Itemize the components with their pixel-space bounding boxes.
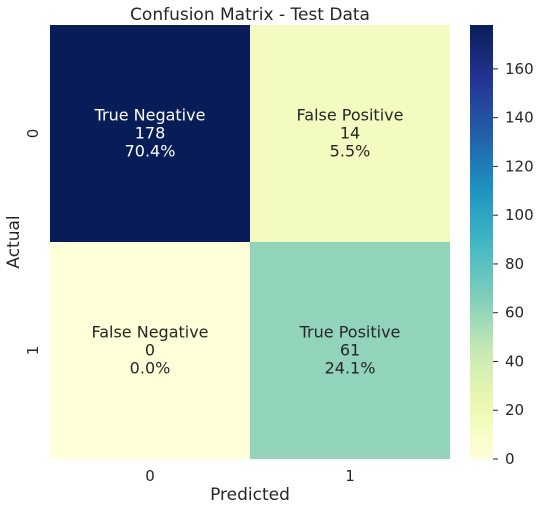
x-axis-label: Predicted [210,485,290,505]
cell-count-0-0: 178 [135,124,166,143]
cell-name-1-1: True Positive [299,323,401,342]
colorbar-tick-label-8: 160 [505,60,534,78]
cell-percent-0-1: 5.5% [330,142,371,161]
y-axis-label: Actual [4,215,24,268]
colorbar [470,25,493,459]
heatmap-cells [50,25,450,459]
colorbar-ticks: 0 20 40 60 80 100 120 140 160 [493,60,534,468]
colorbar-tick-label-1: 20 [505,401,524,419]
heatmap-cell-0-0 [50,25,250,242]
colorbar-tick-label-4: 80 [505,255,524,273]
cell-percent-1-0: 0.0% [130,359,171,378]
colorbar-tick-label-5: 100 [505,206,534,224]
x-tick-label-0: 0 [145,467,155,485]
colorbar-tick-label-2: 40 [505,352,524,370]
colorbar-tick-label-0: 0 [505,450,515,468]
cell-count-1-1: 61 [340,341,360,360]
heatmap-cell-1-0 [50,242,250,459]
cell-percent-0-0: 70.4% [125,142,176,161]
y-tick-label-1: 1 [24,346,42,356]
heatmap-cell-1-1 [250,242,450,459]
cell-count-0-1: 14 [340,124,360,143]
x-tick-label-1: 1 [345,467,355,485]
cell-count-1-0: 0 [145,341,155,360]
cell-name-0-1: False Positive [297,106,404,125]
cell-name-0-0: True Negative [94,106,206,125]
cell-percent-1-1: 24.1% [325,359,376,378]
heatmap-cell-0-1 [250,25,450,242]
colorbar-tick-label-7: 140 [505,109,534,127]
y-tick-label-0: 0 [24,129,42,139]
colorbar-tick-label-6: 120 [505,157,534,175]
cell-name-1-0: False Negative [91,323,208,342]
y-axis-ticks: 01 [24,129,42,356]
chart-title: Confusion Matrix - Test Data [130,5,370,25]
colorbar-tick-label-3: 60 [505,304,524,322]
